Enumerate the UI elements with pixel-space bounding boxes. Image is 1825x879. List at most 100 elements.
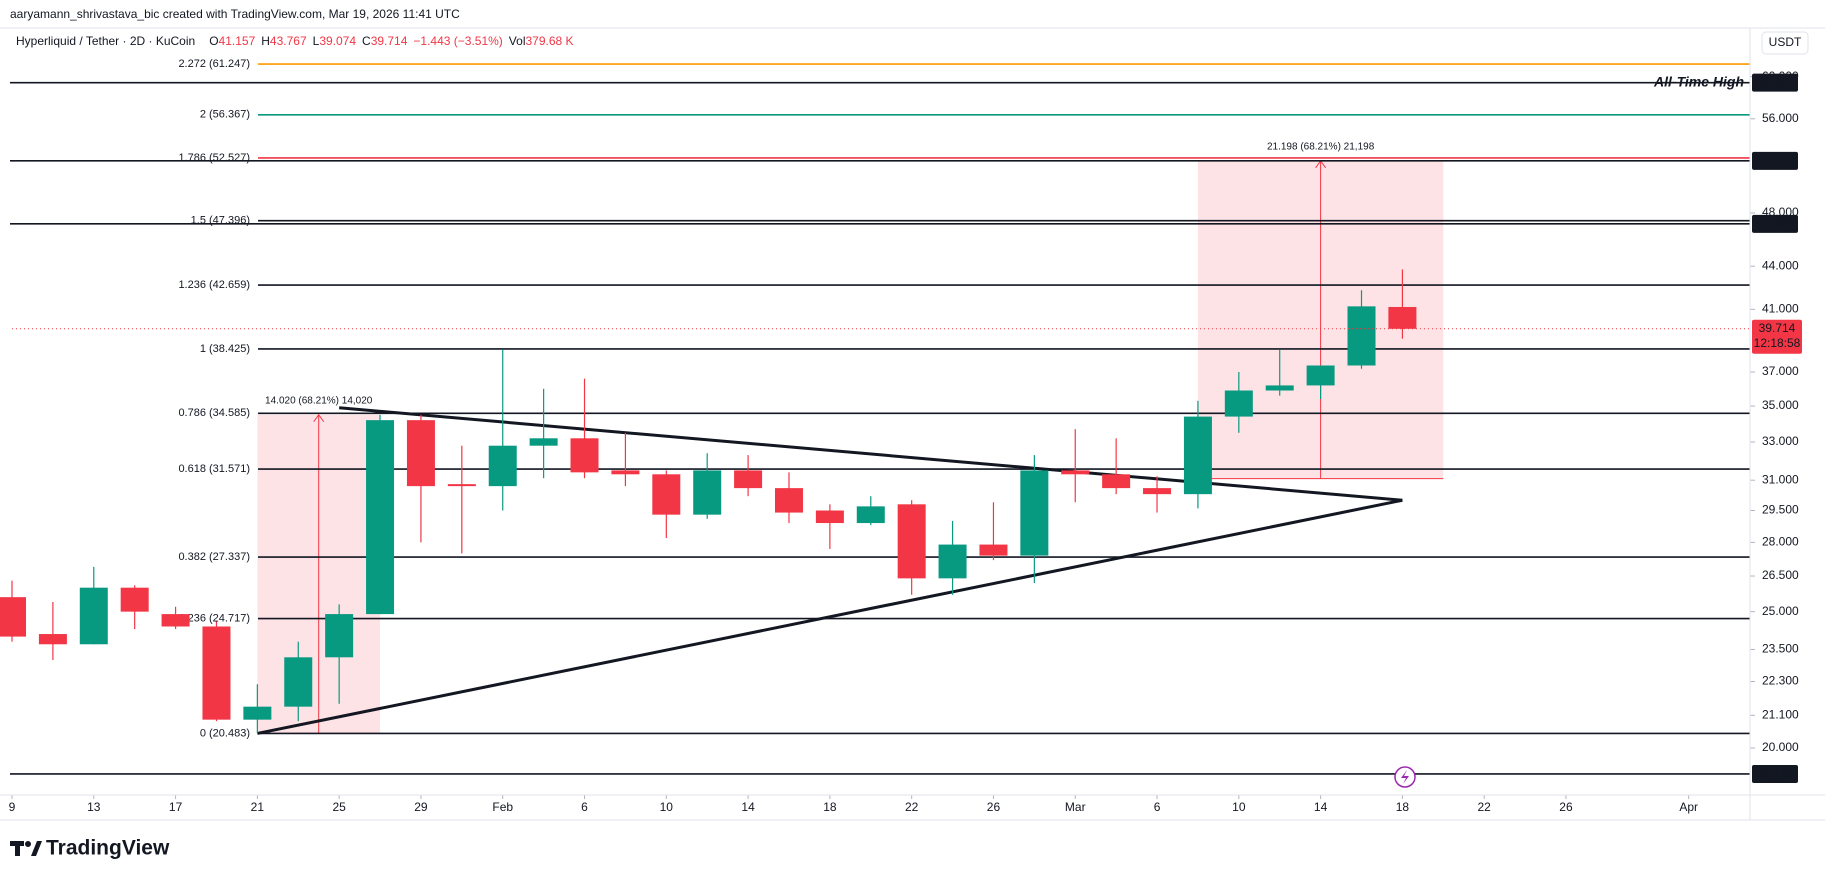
fib-label: 0.382 (27.337) <box>178 551 250 563</box>
candle-body <box>1347 306 1376 366</box>
fib-label: 2.272 (61.247) <box>178 58 250 70</box>
x-tick-label: Feb <box>492 800 513 814</box>
measure-label: 14.020 (68.21%) 14,020 <box>265 395 373 406</box>
candle-body <box>938 544 967 579</box>
candle-body <box>774 488 803 513</box>
price-box-label: 47.155 <box>1757 216 1794 230</box>
candle-body <box>79 587 108 645</box>
candle-body <box>366 420 395 615</box>
x-tick-label: 26 <box>987 800 1001 814</box>
ohlc-value: 43.767 <box>270 34 307 48</box>
fib-label: 0.618 (31.571) <box>178 463 250 475</box>
ohlc-letter: H <box>261 34 270 48</box>
candle-body <box>1143 488 1172 495</box>
ohlc-letter: L <box>313 34 320 48</box>
x-tick-label: 17 <box>169 800 183 814</box>
y-tick-label: 33.000 <box>1762 434 1799 448</box>
candle-body <box>202 626 231 720</box>
x-tick-label: 25 <box>332 800 346 814</box>
ohlc-value: 39.714 <box>371 34 408 48</box>
candle-body <box>1306 365 1335 386</box>
last-price-label: 39.714 <box>1759 321 1796 335</box>
price-box-label: 19.169 <box>1757 766 1794 780</box>
x-tick-label: 14 <box>741 800 755 814</box>
symbol: Hyperliquid / Tether · 2D · KuCoin <box>16 34 195 48</box>
x-tick-label: 6 <box>581 800 588 814</box>
ohlc-value: 39.074 <box>319 34 356 48</box>
candle-body <box>488 445 517 487</box>
x-tick-label: 22 <box>905 800 919 814</box>
y-tick-label: 41.000 <box>1762 302 1799 316</box>
ohlc-letter: C <box>362 34 371 48</box>
ohlc-letter: O <box>209 34 218 48</box>
y-tick-label: 31.000 <box>1762 472 1799 486</box>
price-box <box>1752 73 1798 92</box>
x-tick-label: 29 <box>414 800 428 814</box>
y-tick-label: 35.000 <box>1762 398 1799 412</box>
fib-label: 0.786 (34.585) <box>178 407 250 419</box>
x-tick-label: 14 <box>1314 800 1328 814</box>
y-tick-label: 26.500 <box>1762 568 1799 582</box>
price-box <box>1752 151 1798 170</box>
fib-label: 1.236 (42.659) <box>178 279 250 291</box>
candle-body <box>284 657 313 707</box>
x-tick-label: 22 <box>1478 800 1492 814</box>
candle-body <box>693 470 722 515</box>
candle-body <box>652 474 681 515</box>
x-tick-label: 26 <box>1559 800 1573 814</box>
x-tick-label: Apr <box>1679 800 1698 814</box>
candle-body <box>447 484 476 487</box>
y-tick-label: 56.000 <box>1762 111 1799 125</box>
price-box <box>1752 764 1798 783</box>
y-tick-label: 29.500 <box>1762 503 1799 517</box>
logo-text: TradingView <box>46 837 170 860</box>
candle-body <box>120 587 149 612</box>
measure-label: 21.198 (68.21%) 21,198 <box>1267 141 1375 152</box>
x-tick-label: 21 <box>251 800 265 814</box>
volume-letter: Vol <box>509 34 526 48</box>
fib-label: 1.786 (52.527) <box>178 152 250 164</box>
currency-box[interactable] <box>1761 31 1809 55</box>
ohlc-value: 41.157 <box>219 34 256 48</box>
price-box-label: 52.277 <box>1757 153 1794 167</box>
fib-label: 1 (38.425) <box>200 343 250 355</box>
y-tick-label: 28.000 <box>1762 535 1799 549</box>
candle-body <box>161 614 190 627</box>
x-tick-label: 10 <box>1232 800 1246 814</box>
x-tick-label: Mar <box>1065 800 1086 814</box>
price-box-label: 59.412 <box>1757 75 1794 89</box>
y-tick-label: 23.500 <box>1762 642 1799 656</box>
y-tick-label: 44.000 <box>1762 258 1799 272</box>
candle-body <box>734 470 763 489</box>
candle-body <box>38 634 67 645</box>
logo-part <box>31 841 42 856</box>
x-tick-label: 9 <box>9 800 16 814</box>
candle-body <box>1388 306 1417 329</box>
fib-label: 1.5 (47.396) <box>191 215 250 227</box>
fib-label: 0 (20.483) <box>200 727 250 739</box>
event-icon-bolt <box>1401 770 1409 784</box>
y-tick-label: 21.100 <box>1762 707 1799 721</box>
x-tick-label: 18 <box>823 800 837 814</box>
volume: 379.68 K <box>525 34 573 48</box>
candle-body <box>897 504 926 579</box>
candle-body <box>0 597 26 637</box>
candle-body <box>979 544 1008 556</box>
measure-arrowhead <box>313 413 325 423</box>
trendline <box>339 406 1403 502</box>
x-tick-label: 6 <box>1154 800 1161 814</box>
credit: aaryamann_shrivastava_bic created with T… <box>10 7 460 21</box>
price-box <box>1752 214 1798 233</box>
candle-body <box>611 470 640 475</box>
legend: Hyperliquid / Tether · 2D · KuCoin O41.15… <box>16 34 574 48</box>
logo-icon <box>10 841 42 856</box>
candle-body <box>1224 390 1253 417</box>
candle-body <box>1183 416 1212 495</box>
candle-body <box>243 706 272 720</box>
candle-body <box>406 420 435 487</box>
candle-body <box>815 510 844 524</box>
candle-body <box>529 438 558 446</box>
candle-body <box>856 506 885 524</box>
candle-body <box>325 614 354 658</box>
candle-body <box>1061 470 1090 475</box>
